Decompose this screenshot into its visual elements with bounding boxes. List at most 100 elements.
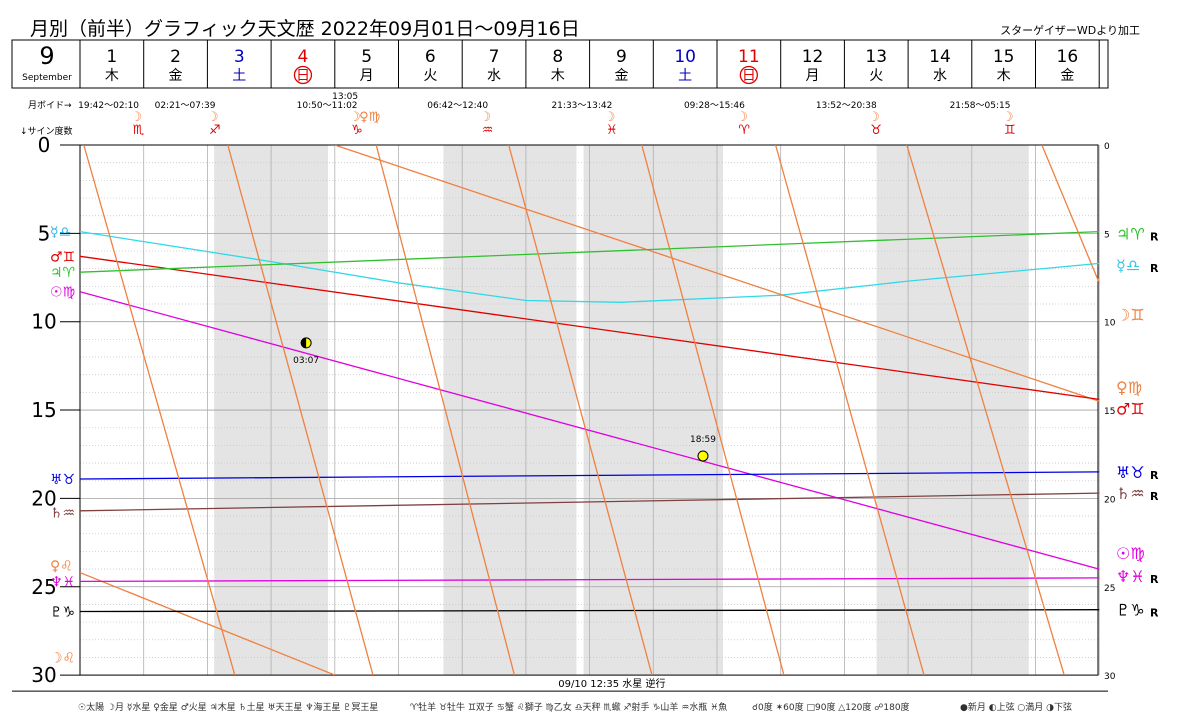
day-number: 11 xyxy=(738,47,760,67)
series-line xyxy=(80,471,1100,480)
series-line xyxy=(80,577,1100,583)
void-sign-glyph: ♈ xyxy=(738,123,750,138)
y-tick-label-right: 5 xyxy=(1104,230,1110,240)
full-moon-marker xyxy=(697,450,709,462)
legend-signs: ♈牡羊 ♉牡牛 ♊双子 ♋蟹 ♌獅子 ♍乙女 ♎天秤 ♏蠍 ♐射手 ♑山羊 ♒水… xyxy=(410,701,727,713)
day-number: 5 xyxy=(361,47,372,67)
day-number: 1 xyxy=(106,47,117,67)
day-number: 10 xyxy=(674,47,696,67)
y-tick-label-right: 20 xyxy=(1104,495,1116,505)
page-title: 月別（前半）グラフィック天文歴 2022年09月01日～09月16日 xyxy=(30,18,580,40)
left-planet-label: ☉♍ xyxy=(50,285,75,301)
series-line xyxy=(80,492,1100,512)
void-time: 09:28～15:46 xyxy=(684,101,745,111)
day-weekday: 土 xyxy=(232,68,246,84)
void-moon-glyph: ☽ xyxy=(1002,110,1014,125)
day-weekday: 月 xyxy=(360,68,374,84)
series-line xyxy=(80,230,1100,303)
y-tick-label-right: 0 xyxy=(1104,142,1110,152)
series-line xyxy=(1041,145,1100,284)
void-time: 02:21～07:39 xyxy=(155,101,216,111)
void-sign-glyph: ♑ xyxy=(351,123,363,138)
day-weekday: 木 xyxy=(105,68,119,84)
day-weekday: 水 xyxy=(487,68,501,84)
series-line xyxy=(80,291,1100,570)
y-tick-label: 20 xyxy=(31,486,56,510)
void-time: 06:42～12:40 xyxy=(427,101,488,111)
right-planet-label: ♇♑ xyxy=(1116,601,1145,620)
series-line xyxy=(227,145,374,676)
left-planet-label: ♇♑ xyxy=(50,604,75,620)
void-moon-glyph: ☽ xyxy=(480,110,492,125)
day-number: 6 xyxy=(425,47,436,67)
credit-label: スターゲイザーWDより加工 xyxy=(1000,24,1140,37)
day-number: 12 xyxy=(802,47,824,67)
day-number: 9 xyxy=(616,47,627,67)
y-tick-label: 10 xyxy=(31,310,56,334)
day-number: 13 xyxy=(865,47,887,67)
legend-aspects: ☌0度 ✶60度 □90度 △120度 ☍180度 xyxy=(752,701,910,713)
void-moon-glyph: ☽ xyxy=(131,110,143,125)
right-planet-label: ♆♓ xyxy=(1116,567,1145,586)
day-number: 7 xyxy=(489,47,500,67)
left-planet-label: ♂♊ xyxy=(50,249,75,265)
void-time: 10:50～11:02 xyxy=(297,101,358,111)
day-weekday: 日 xyxy=(296,68,310,84)
first-quarter-shade xyxy=(301,337,307,348)
y-tick-label: 0 xyxy=(38,133,51,157)
day-number: 14 xyxy=(929,47,951,67)
y-tick-label: 25 xyxy=(31,575,56,599)
right-planet-label: ☉♍ xyxy=(1116,544,1145,563)
day-number: 8 xyxy=(552,47,563,67)
void-sign-glyph: ♊ xyxy=(1004,123,1016,138)
y-tick-label: 30 xyxy=(31,663,56,687)
day-weekday: 水 xyxy=(933,68,947,84)
left-planet-label: ♅♉ xyxy=(50,472,75,488)
void-time: 21:33～13:42 xyxy=(551,101,612,111)
void-moon-glyph: ☽ xyxy=(349,110,361,125)
void-time: 21:58～05:15 xyxy=(950,101,1011,111)
retrograde-mark: R xyxy=(1150,490,1159,503)
left-planet-label: ☿♎ xyxy=(50,225,71,241)
month-name: September xyxy=(22,73,72,83)
void-extra-glyph: ♀♍ xyxy=(359,110,381,125)
sunday-circle xyxy=(739,65,758,85)
series-line xyxy=(80,571,336,676)
day-number: 16 xyxy=(1057,47,1079,67)
y-tick-label-right: 10 xyxy=(1104,319,1116,329)
series-line xyxy=(508,145,653,676)
void-extra-time: 13:05 xyxy=(332,92,358,102)
y-tick-label-right: 15 xyxy=(1104,407,1115,417)
left-planet-label: ♃♈ xyxy=(50,265,75,281)
phase-time-label: 03:07 xyxy=(293,356,319,366)
left-planet-label: ♆♓ xyxy=(50,574,75,590)
left-planet-label: ☽♌ xyxy=(50,650,75,666)
retrograde-mark: R xyxy=(1150,607,1159,620)
legend-planets: ☉太陽 ☽月 ☿水星 ♀金星 ♂火星 ♃木星 ♄土星 ♅天王星 ♆海王星 ♇冥王… xyxy=(78,701,378,713)
series-line xyxy=(906,145,1065,676)
void-moon-glyph: ☽ xyxy=(868,110,880,125)
void-sign-glyph: ♒ xyxy=(482,123,494,138)
month-number: 9 xyxy=(39,42,54,70)
phase-time-label: 18:59 xyxy=(690,435,716,445)
void-time: 19:42～02:10 xyxy=(78,101,139,111)
retrograde-mark: R xyxy=(1150,469,1159,482)
series-line xyxy=(83,145,236,676)
void-moon-glyph: ☽ xyxy=(604,110,616,125)
day-weekday: 火 xyxy=(869,68,883,84)
sign-label: ↓サイン度数 xyxy=(20,125,73,137)
series-line xyxy=(641,145,785,676)
retrograde-mark: R xyxy=(1150,573,1159,586)
day-weekday: 火 xyxy=(423,68,437,84)
right-planet-label: ♅♉ xyxy=(1116,463,1145,482)
right-planet-label: ♄♒ xyxy=(1116,484,1145,503)
right-planet-label: ♃♈ xyxy=(1116,224,1145,243)
void-moon-glyph: ☽ xyxy=(736,110,748,125)
retrograde-note: 09/10 12:35 水星 逆行 xyxy=(558,677,665,690)
void-sign-glyph: ♏ xyxy=(133,123,145,138)
day-weekday: 木 xyxy=(997,68,1011,84)
retrograde-mark: R xyxy=(1150,262,1159,275)
day-number: 4 xyxy=(298,47,309,67)
right-planet-label: ♂♊ xyxy=(1116,399,1145,418)
